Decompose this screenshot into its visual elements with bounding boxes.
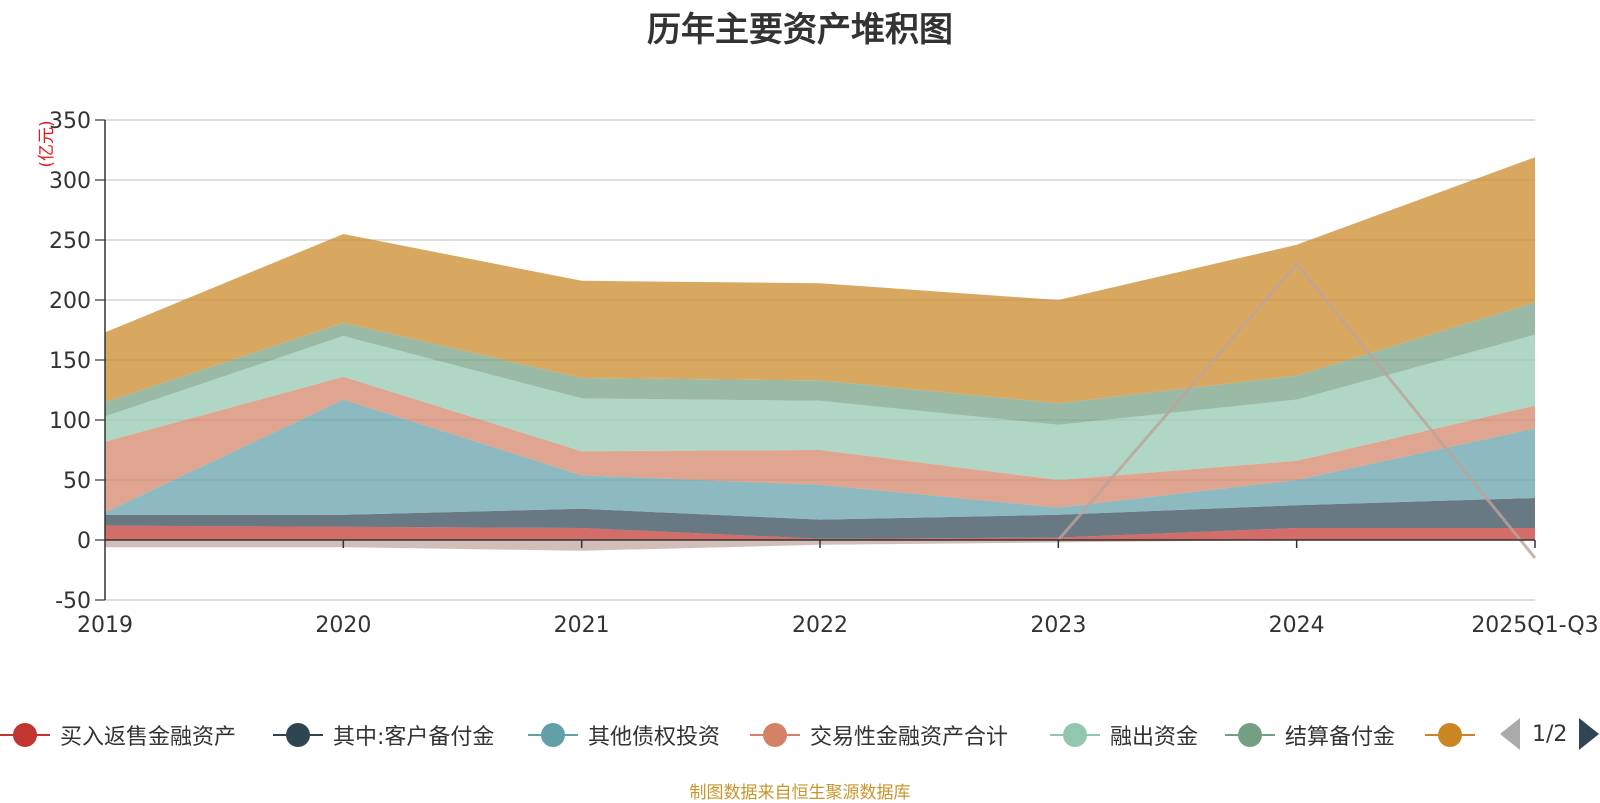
legend-label: 买入返售金融资产 [60, 725, 237, 750]
x-tick-label: 2022 [792, 613, 848, 638]
legend-page-indicator: 1/2 [1532, 721, 1568, 747]
x-tick-label: 2019 [77, 613, 133, 638]
area-series [105, 157, 1535, 551]
legend-swatch-icon [1050, 723, 1100, 747]
legend-swatch-icon [273, 723, 323, 747]
legend-swatch-icon [0, 723, 50, 747]
y-tick-label: 100 [49, 409, 91, 434]
legend-label: 交易性金融资产合计 [810, 725, 1009, 750]
legend-pager: 1/2 [1500, 716, 1600, 752]
legend-label: 融出资金 [1110, 725, 1199, 750]
legend-item[interactable]: 其中:客户备付金 [273, 715, 494, 755]
area-结算备付金 [105, 302, 1535, 425]
area-其中:客户备付金 [105, 498, 1535, 539]
area-series-7 [105, 157, 1535, 404]
legend-swatch-icon [1225, 723, 1275, 747]
legend-item[interactable]: 交易性金融资产合计 [750, 715, 1008, 755]
y-tick-label: -50 [55, 589, 91, 614]
overlay-line [1057, 261, 1537, 559]
area-negative-band [105, 540, 1535, 551]
x-tick-label: 2024 [1269, 613, 1325, 638]
y-tick-label: 250 [49, 229, 91, 254]
chart-title: 历年主要资产堆积图 [647, 10, 953, 50]
x-tick-label: 2023 [1030, 613, 1086, 638]
legend-swatch-icon [750, 723, 800, 747]
legend-label: 其中:客户备付金 [333, 725, 495, 750]
y-tick-label: 150 [49, 349, 91, 374]
y-tick-label: 200 [49, 289, 91, 314]
legend-next-page-button[interactable] [1579, 718, 1600, 750]
y-tick-label: 300 [49, 169, 91, 194]
legend-item[interactable]: 融出资金 [1050, 715, 1198, 755]
legend-item[interactable]: 买入返售金融资产 [0, 715, 236, 755]
x-tick-label: 2021 [554, 613, 610, 638]
area-交易性金融资产合计 [105, 376, 1535, 513]
legend-swatch-icon [528, 723, 578, 747]
x-tick-label: 2020 [315, 613, 371, 638]
area-融出资金 [105, 334, 1535, 480]
x-tick-label: 2025Q1-Q3 [1471, 613, 1598, 638]
chart-canvas: -50 0 50 100 150 200 250 300 350 2019 2020 2021 2022… [37, 109, 1599, 638]
overlay-lines [1057, 261, 1537, 559]
legend-item[interactable] [1425, 715, 1485, 755]
y-tick-label: 0 [77, 529, 91, 554]
y-tick-label: 350 [49, 109, 91, 134]
legend-prev-page-button[interactable] [1500, 718, 1520, 750]
legend-item[interactable]: 其他债权投资 [528, 715, 720, 755]
legend-label: 结算备付金 [1285, 725, 1396, 750]
area-买入返售金融资产 [105, 525, 1535, 540]
legend-label: 其他债权投资 [588, 725, 721, 750]
data-source-note: 制图数据来自恒生聚源数据库 [689, 783, 911, 803]
y-tick-label: 50 [63, 469, 91, 494]
y-axis-unit-label: (亿元) [37, 120, 57, 167]
legend-item[interactable]: 结算备付金 [1225, 715, 1395, 755]
axes: -50 0 50 100 150 200 250 300 350 2019 2020 2021 2022… [49, 109, 1599, 638]
legend-swatch-icon [1425, 723, 1475, 747]
area-其他债权投资 [105, 399, 1535, 520]
